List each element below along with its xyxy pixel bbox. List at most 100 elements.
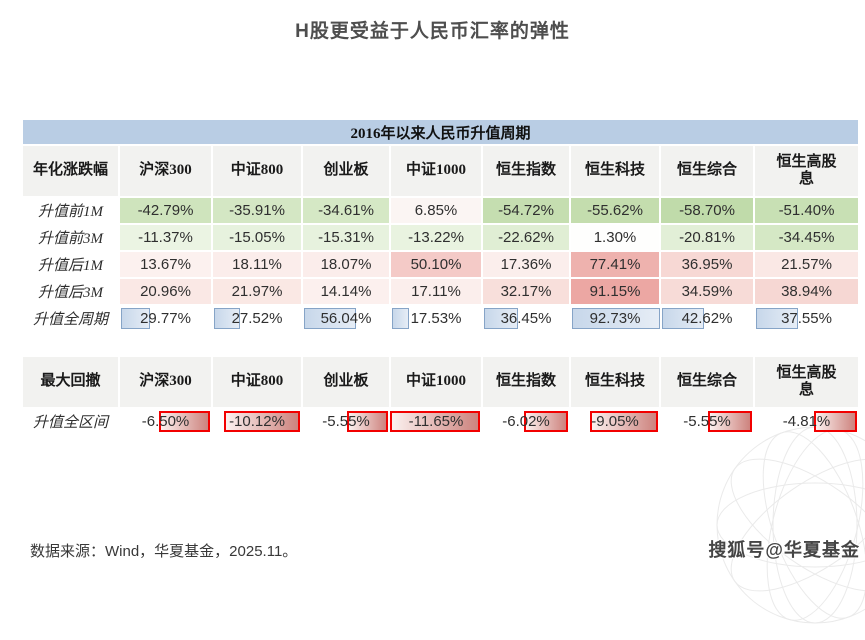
row-label: 升值后3M <box>38 285 103 301</box>
table-cell: -58.70% <box>661 198 753 223</box>
cell-value: 92.73% <box>589 310 641 327</box>
cell-value: -11.65% <box>408 413 464 430</box>
table-cell: 56.04% <box>303 306 389 331</box>
table-cell: -11.65% <box>390 409 481 434</box>
cell-value: 20.96% <box>140 283 191 300</box>
table-cell: 13.67% <box>120 252 211 277</box>
blue-databar <box>304 308 356 329</box>
cell-value: 1.30% <box>593 229 637 246</box>
cell-value: -6.50% <box>141 413 190 430</box>
cell-value: 27.52% <box>231 310 283 327</box>
column-header-label: 恒生科技 <box>584 373 645 390</box>
cell-value: 21.57% <box>781 256 832 273</box>
cell-value: 32.17% <box>500 283 552 300</box>
table-cell: 17.11% <box>391 279 481 304</box>
column-header-label: 中证1000 <box>405 373 466 390</box>
table-cell: 21.57% <box>755 252 858 277</box>
cell-value: 42.62% <box>681 310 733 327</box>
cell-value: 17.11% <box>411 283 461 300</box>
cell-value: -51.40% <box>778 202 835 219</box>
table-cell: 21.97% <box>213 279 301 304</box>
table-cell: 17.36% <box>483 252 569 277</box>
table-cell: -54.72% <box>483 198 569 223</box>
cell-value: 56.04% <box>320 310 372 327</box>
cell-value: 38.94% <box>781 283 832 300</box>
column-header-label: 中证800 <box>230 373 284 390</box>
cell-value: -15.05% <box>229 229 285 246</box>
row-label: 升值前1M <box>38 204 103 220</box>
max-drawdown-table: 最大回撤 沪深300 中证800 创业板 中证1000 恒生指数 恒生科技 恒生综合 恒生高股息… <box>23 357 858 434</box>
column-header: 沪深300 <box>120 146 211 196</box>
table-cell: 1.30% <box>571 225 659 250</box>
table-cell: -13.22% <box>391 225 481 250</box>
table-cell: -11.37% <box>120 225 211 250</box>
cell-value: -5.55% <box>683 413 731 430</box>
cell-value: -15.31% <box>318 229 374 246</box>
table-cell: -55.62% <box>571 198 659 223</box>
table-cell: -34.61% <box>303 198 389 223</box>
row-label: 升值后1M <box>38 258 103 274</box>
table-cell: -15.05% <box>213 225 301 250</box>
table-cell: 34.59% <box>661 279 753 304</box>
cell-value: -20.81% <box>679 229 735 246</box>
column-header-label: 创业板 <box>323 162 369 179</box>
column-header-label: 恒生综合 <box>676 373 737 390</box>
row-label: 升值全区间 <box>32 415 108 431</box>
table-cell: 29.77% <box>120 306 211 331</box>
column-header: 沪深300 <box>120 357 211 407</box>
cell-value: 37.55% <box>781 310 832 327</box>
column-header-label: 恒生高股息 <box>776 364 837 398</box>
appreciation-cycle-table: 2016年以来人民币升值周期 年化涨跌幅 沪深300 中证800 创业板 中证1000 恒… <box>23 120 858 331</box>
cell-value: -4.81% <box>782 413 831 430</box>
table-cell: -35.91% <box>213 198 301 223</box>
column-header: 恒生综合 <box>661 357 753 407</box>
table1-grid: 年化涨跌幅 沪深300 中证800 创业板 中证1000 恒生指数 恒生科技 恒生综合 恒生高股… <box>23 146 858 331</box>
column-header-label: 创业板 <box>323 373 369 390</box>
table-cell: 18.11% <box>213 252 301 277</box>
table2-grid: 最大回撤 沪深300 中证800 创业板 中证1000 恒生指数 恒生科技 恒生综合 恒生高股息… <box>23 357 858 434</box>
column-header: 中证1000 <box>391 357 481 407</box>
red-databar <box>223 411 300 432</box>
column-header-label: 沪深300 <box>139 162 192 179</box>
column-header-label: 恒生指数 <box>495 162 556 179</box>
cell-value: -34.45% <box>778 229 835 246</box>
table-cell: 27.52% <box>213 306 301 331</box>
cell-value: -55.62% <box>587 202 643 219</box>
column-header: 恒生指数 <box>483 146 569 196</box>
cell-value: 13.67% <box>140 256 191 273</box>
column-header: 恒生指数 <box>483 357 569 407</box>
column-header: 中证1000 <box>391 146 481 196</box>
cell-value: 14.14% <box>320 283 372 300</box>
row-header-corner: 最大回撤 <box>23 357 118 407</box>
column-header: 恒生高股息 <box>755 146 858 196</box>
table-cell: -42.79% <box>120 198 211 223</box>
cell-value: 29.77% <box>140 310 191 327</box>
table-cell: 92.73% <box>571 306 660 331</box>
red-databar <box>589 411 658 432</box>
table-cell: 32.17% <box>483 279 569 304</box>
column-header-label: 恒生科技 <box>584 162 645 179</box>
page-title: H股更受益于人民币汇率的弹性 <box>295 21 570 42</box>
table-cell: 14.14% <box>303 279 389 304</box>
column-header-label: 中证1000 <box>405 162 466 179</box>
cell-value: -22.62% <box>498 229 554 246</box>
column-header: 创业板 <box>303 357 389 407</box>
cell-value: 36.45% <box>500 310 552 327</box>
table-cell: 17.53% <box>391 306 481 331</box>
red-databar <box>814 411 857 432</box>
column-header: 创业板 <box>303 146 389 196</box>
cell-value: -54.72% <box>498 202 554 219</box>
cell-value: -6.02% <box>502 413 550 430</box>
red-databar <box>523 411 568 432</box>
blue-databar <box>662 308 705 329</box>
table-cell: 38.94% <box>755 279 858 304</box>
cell-value: 36.95% <box>681 256 733 273</box>
cell-value: -13.22% <box>408 229 464 246</box>
table-cell: -5.55% <box>303 409 389 434</box>
sohu-account-watermark: 搜狐号@华夏基金 <box>708 540 860 560</box>
table-cell: 50.10% <box>391 252 481 277</box>
column-header: 中证800 <box>213 146 301 196</box>
table-cell: -6.02% <box>483 409 569 434</box>
column-header: 恒生科技 <box>571 357 659 407</box>
column-header-label: 恒生综合 <box>676 162 737 179</box>
